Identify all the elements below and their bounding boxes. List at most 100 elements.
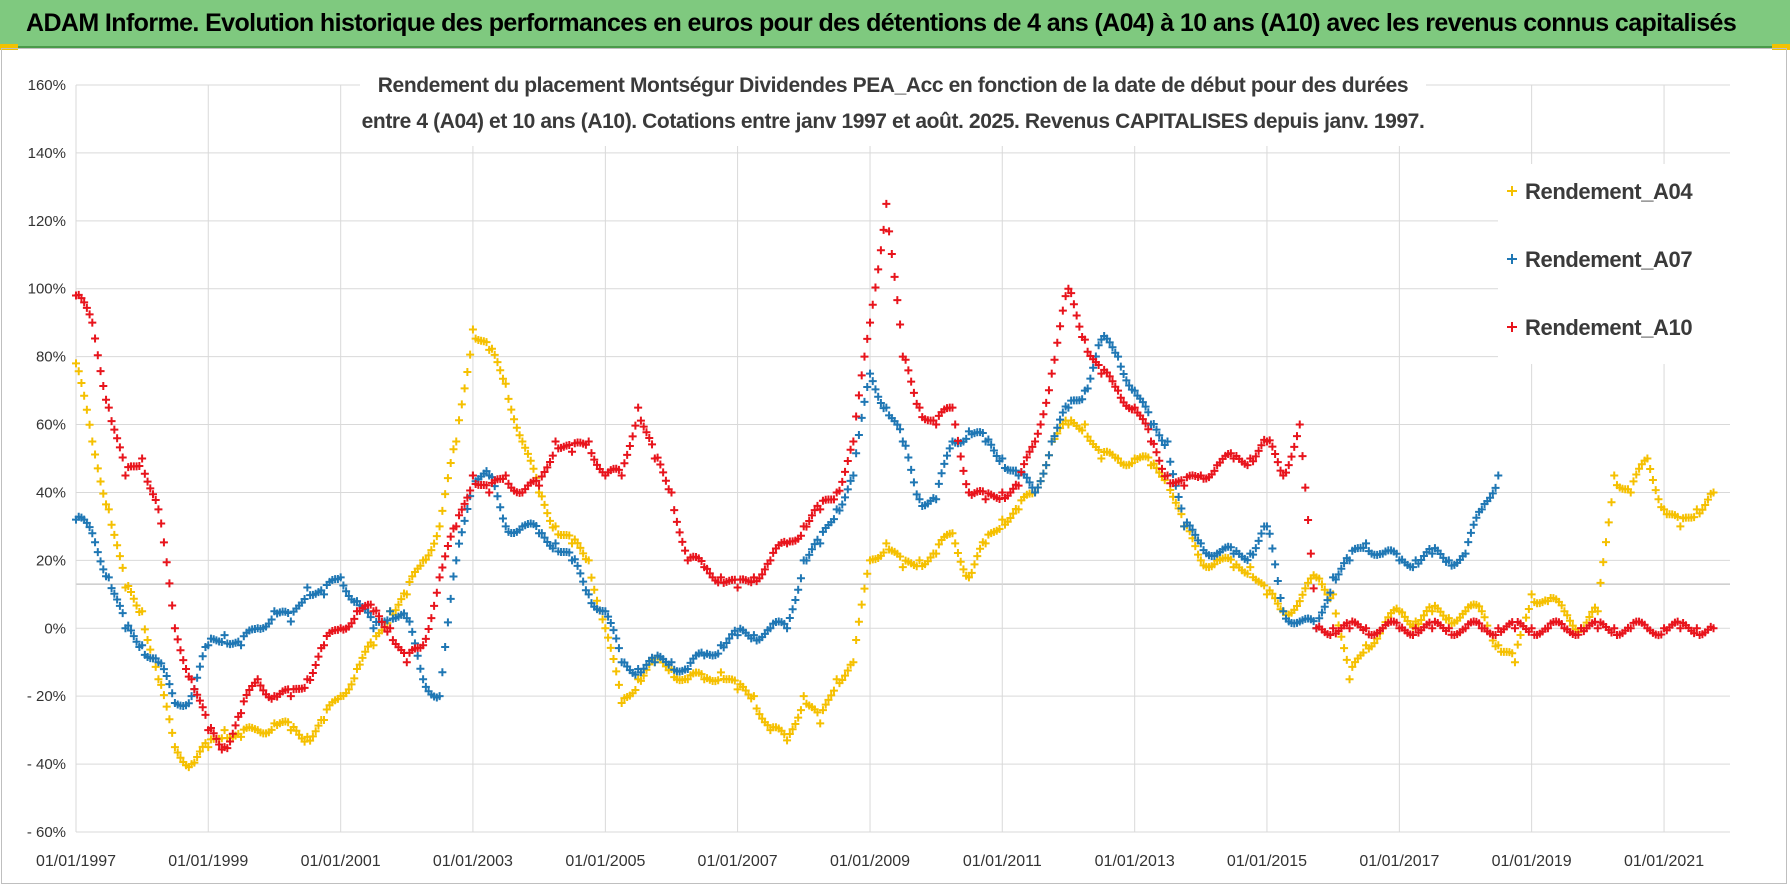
data-point <box>1284 461 1293 470</box>
data-point <box>1345 556 1354 565</box>
data-point <box>209 729 218 738</box>
data-point <box>99 565 108 574</box>
data-point <box>857 413 866 422</box>
data-point <box>852 449 861 458</box>
y-tick-label: 40% <box>36 484 66 501</box>
data-point <box>639 422 648 431</box>
data-point <box>1009 509 1018 518</box>
data-point <box>984 435 993 444</box>
data-point <box>1061 292 1070 301</box>
data-point <box>535 481 544 490</box>
data-point <box>1050 432 1059 441</box>
data-point <box>1692 624 1701 633</box>
data-point <box>80 298 89 307</box>
data-point <box>1226 449 1235 458</box>
data-point <box>1494 471 1503 480</box>
data-point <box>1268 442 1277 451</box>
data-point <box>498 514 507 523</box>
data-point <box>408 572 417 581</box>
data-point <box>697 670 706 679</box>
data-point <box>783 736 792 745</box>
data-point <box>193 690 202 699</box>
data-point <box>1149 459 1158 468</box>
data-point <box>909 388 918 397</box>
data-point <box>887 250 896 259</box>
data-point <box>667 658 676 667</box>
data-point <box>645 434 654 443</box>
data-point <box>1359 543 1368 552</box>
data-point <box>1271 449 1280 458</box>
data-point <box>1657 630 1666 639</box>
data-point <box>1185 521 1194 530</box>
data-point <box>1273 599 1282 608</box>
data-point <box>898 437 907 446</box>
data-point <box>716 573 725 582</box>
data-point <box>1574 630 1583 639</box>
data-point <box>827 691 836 700</box>
data-point <box>311 661 320 670</box>
data-point <box>264 619 273 628</box>
data-point <box>576 543 585 552</box>
data-point <box>85 310 94 319</box>
data-point <box>1298 590 1307 599</box>
data-point <box>1635 464 1644 473</box>
y-axis-ticks: - 60% - 40% - 20% 0% 20% 40% 60% 80% 100% 120% 140… <box>27 77 66 841</box>
data-point <box>424 625 433 634</box>
data-point <box>377 617 386 626</box>
data-point <box>424 551 433 560</box>
data-point <box>551 522 560 531</box>
data-point <box>1709 624 1718 633</box>
data-point <box>1648 476 1657 485</box>
x-axis-ticks: 01/01/1997 01/01/1999 01/01/2001 01/01/2003… <box>36 853 1704 870</box>
data-point <box>91 450 100 459</box>
data-point <box>220 726 229 735</box>
data-point <box>565 441 574 450</box>
data-point <box>788 725 797 734</box>
data-point <box>157 519 166 528</box>
data-point <box>882 539 891 548</box>
data-point <box>1326 588 1335 597</box>
data-point <box>435 573 444 582</box>
data-point <box>438 668 447 677</box>
data-point <box>604 612 613 621</box>
data-point <box>1464 538 1473 547</box>
data-point <box>1254 536 1263 545</box>
x-tick-label: 01/01/2009 <box>830 853 910 870</box>
data-point <box>1557 620 1566 629</box>
data-point <box>118 609 127 618</box>
y-tick-label: 100% <box>28 281 66 298</box>
data-point <box>659 468 668 477</box>
data-point <box>1411 624 1420 633</box>
data-point <box>631 670 640 679</box>
data-point <box>314 721 323 730</box>
data-point <box>749 692 758 701</box>
data-point <box>719 643 728 652</box>
data-point <box>446 532 455 541</box>
data-point <box>1166 486 1175 495</box>
data-point <box>190 685 199 694</box>
data-point <box>88 437 97 446</box>
y-tick-label: 120% <box>28 213 66 230</box>
data-point <box>457 505 466 514</box>
data-point <box>237 709 246 718</box>
data-point <box>1320 585 1329 594</box>
data-point <box>785 729 794 738</box>
data-point <box>1301 584 1310 593</box>
data-point <box>466 350 475 359</box>
data-point <box>184 699 193 708</box>
data-point <box>143 636 152 645</box>
data-point <box>482 338 491 347</box>
legend-background <box>1498 164 1730 364</box>
data-point <box>568 447 577 456</box>
data-point <box>435 522 444 531</box>
data-point <box>537 492 546 501</box>
data-point <box>854 430 863 439</box>
data-point <box>1690 513 1699 522</box>
data-point <box>118 563 127 572</box>
data-point <box>1174 493 1183 502</box>
chart-frame <box>1 48 1787 884</box>
data-point <box>1166 457 1175 466</box>
data-point <box>1428 624 1437 633</box>
data-point <box>755 710 764 719</box>
data-point <box>1108 377 1117 386</box>
